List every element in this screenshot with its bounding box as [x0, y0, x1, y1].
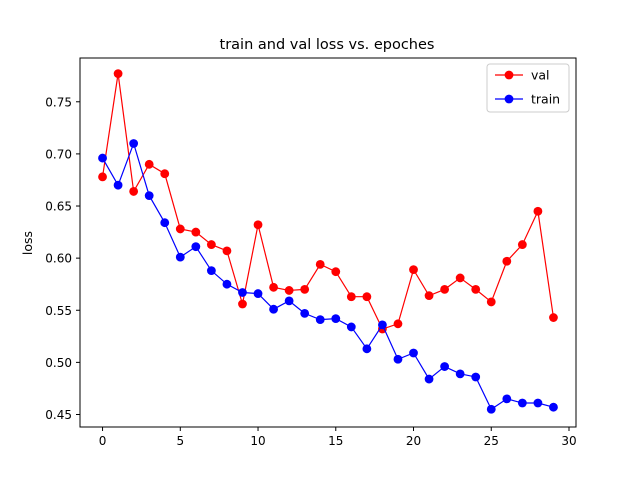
y-ticks: 0.45 0.50 0.55 0.60 0.65 0.70 0.75: [45, 95, 80, 422]
data-point-val: [362, 292, 372, 302]
data-point-train: [517, 398, 527, 408]
data-point-val: [440, 285, 450, 294]
data-point-train: [300, 308, 310, 318]
x-tick-label: 10: [250, 434, 265, 448]
x-tick-label: 25: [484, 434, 499, 448]
y-axis-label: loss: [20, 231, 35, 255]
data-point-train: [378, 320, 387, 330]
data-point-val: [486, 297, 496, 307]
data-point-train: [346, 322, 356, 332]
data-point-train: [533, 398, 543, 408]
data-point-val: [300, 285, 310, 294]
data-point-train: [113, 180, 123, 190]
legend-item-val: val: [495, 68, 550, 83]
data-point-val: [455, 273, 465, 283]
data-point-train: [331, 314, 341, 323]
data-point-train: [502, 394, 512, 404]
data-point-train: [222, 279, 232, 289]
data-point-train: [144, 191, 154, 200]
series-line-train: [102, 141, 554, 411]
data-point-val: [315, 259, 325, 269]
data-point-train: [393, 354, 403, 364]
data-point-val: [160, 169, 170, 179]
series-train: [98, 139, 558, 414]
y-tick-label: 0.45: [45, 408, 72, 422]
x-ticks: 0 5 10 15 20 25 30: [99, 427, 577, 448]
y-tick-label: 0.55: [45, 304, 72, 318]
legend-label: val: [531, 68, 550, 83]
data-point-val: [253, 220, 263, 230]
data-point-train: [98, 153, 107, 163]
data-point-val: [549, 313, 558, 322]
data-point-train: [206, 266, 216, 276]
data-point-val: [238, 299, 247, 309]
y-tick-label: 0.70: [45, 147, 72, 161]
data-point-train: [191, 242, 201, 252]
legend-item-train: train: [495, 92, 560, 107]
data-point-train: [424, 374, 434, 384]
data-point-val: [98, 172, 107, 182]
data-point-train: [455, 369, 465, 379]
data-point-val: [533, 206, 543, 216]
data-point-train: [269, 304, 278, 314]
data-point-val: [517, 240, 527, 249]
data-point-train: [253, 289, 263, 298]
data-point-train: [471, 372, 481, 382]
data-point-val: [113, 69, 123, 79]
data-point-val: [269, 282, 278, 292]
data-point-train: [486, 404, 496, 414]
data-point-val: [502, 256, 512, 266]
plot-frame: [79, 57, 577, 428]
y-tick-label: 0.50: [45, 356, 72, 370]
data-point-val: [206, 240, 216, 249]
series-val: [98, 69, 558, 334]
x-tick-label: 5: [176, 434, 184, 448]
data-point-train: [129, 139, 139, 148]
legend-marker: [504, 70, 514, 80]
data-point-val: [284, 286, 294, 295]
data-point-val: [409, 265, 418, 275]
legend-marker: [504, 94, 514, 104]
data-point-train: [409, 348, 418, 358]
x-tick-label: 30: [561, 434, 576, 448]
data-point-val: [471, 285, 481, 294]
legend-label: train: [531, 92, 560, 107]
y-tick-label: 0.60: [45, 252, 72, 266]
data-point-val: [424, 291, 434, 301]
data-point-val: [346, 292, 356, 302]
data-point-train: [362, 344, 372, 354]
data-point-train: [160, 218, 170, 228]
plot-series: [98, 69, 558, 414]
x-tick-label: 20: [406, 434, 421, 448]
x-tick-label: 15: [328, 434, 343, 448]
data-point-val: [144, 159, 154, 169]
x-tick-label: 0: [99, 434, 107, 448]
data-point-val: [191, 227, 201, 237]
data-point-val: [222, 246, 232, 256]
data-point-val: [393, 319, 403, 329]
chart-title: train and val loss vs. epoches: [220, 37, 435, 53]
data-point-train: [238, 288, 247, 297]
y-tick-label: 0.75: [45, 95, 72, 109]
data-point-val: [129, 187, 139, 196]
data-point-train: [315, 315, 325, 325]
data-point-val: [331, 267, 341, 277]
y-tick-label: 0.65: [45, 200, 72, 214]
legend: val train: [486, 63, 570, 113]
data-point-train: [549, 402, 558, 412]
data-point-val: [175, 224, 185, 234]
data-point-train: [440, 362, 450, 371]
data-point-train: [284, 296, 294, 306]
data-point-train: [175, 252, 185, 262]
